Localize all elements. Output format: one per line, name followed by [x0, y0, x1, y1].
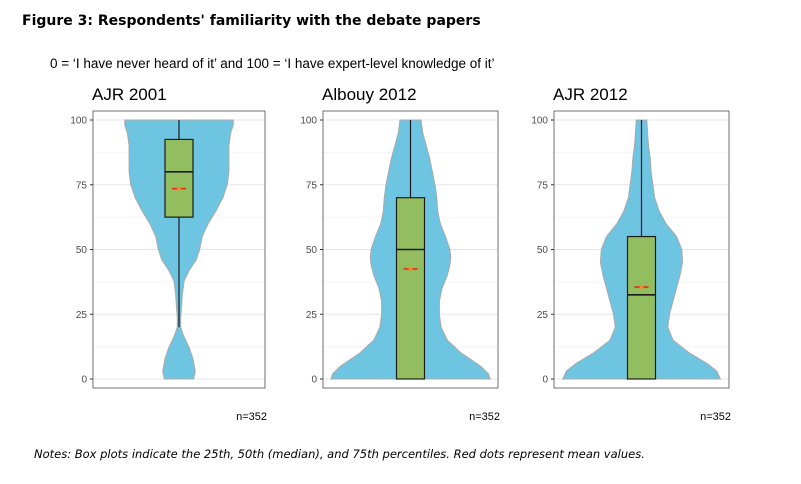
panel-title: AJR 2001	[92, 85, 167, 104]
y-tick-label: 100	[70, 116, 87, 127]
figure-note: Notes: Box plots indicate the 25th, 50th…	[34, 447, 645, 461]
y-tick-label: 100	[531, 116, 548, 127]
panel-border	[322, 110, 499, 389]
y-tick-label: 0	[542, 375, 548, 386]
sample-size-label: n=352	[700, 411, 731, 423]
y-tick-label: 25	[306, 310, 318, 321]
y-tick-label: 50	[306, 245, 318, 256]
y-tick-label: 50	[537, 245, 549, 256]
panel-title: Albouy 2012	[322, 85, 417, 104]
panel-title: AJR 2012	[553, 85, 628, 104]
figure-title: Figure 3: Respondents' familiarity with …	[22, 13, 481, 29]
mean-dot	[408, 266, 413, 271]
mean-dot	[639, 285, 644, 290]
y-tick-label: 0	[311, 375, 317, 386]
panel-border	[553, 110, 730, 389]
y-tick-label: 75	[76, 180, 88, 191]
panel-albouy-2012: Albouy 2012 0 25 50 75 100 n=352	[300, 85, 500, 423]
y-tick-label: 50	[76, 245, 88, 256]
y-tick-label: 100	[300, 116, 317, 127]
iqr-box	[626, 235, 657, 380]
sample-size-label: n=352	[469, 411, 500, 423]
sample-size-label: n=352	[236, 411, 267, 423]
iqr-box	[164, 138, 194, 218]
panel-ajr-2001: AJR 2001 0 25 50 75 100 n=352	[70, 85, 267, 423]
y-tick-label: 75	[537, 180, 549, 191]
mean-dot	[177, 186, 181, 191]
y-tick-label: 75	[306, 180, 318, 191]
y-tick-label: 25	[537, 310, 549, 321]
panel-border	[92, 110, 266, 389]
panel-ajr-2012: AJR 2012 0 25 50 75 100 n=352	[531, 85, 731, 423]
y-tick-label: 25	[76, 310, 88, 321]
scale-description: 0 = ‘I have never heard of it’ and 100 =…	[50, 56, 495, 71]
iqr-box	[395, 197, 426, 380]
y-tick-label: 0	[81, 375, 87, 386]
